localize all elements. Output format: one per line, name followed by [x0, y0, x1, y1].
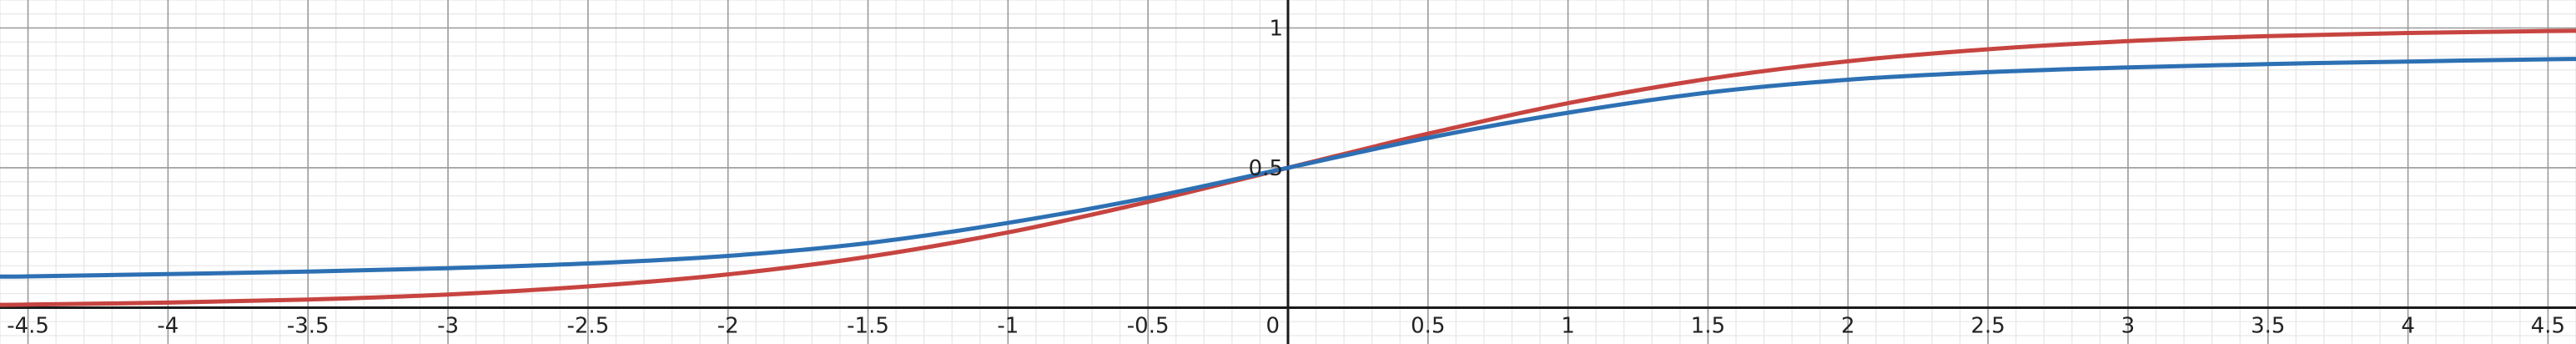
x-tick-label: -1 [997, 313, 1019, 338]
x-tick-label: 2 [1841, 313, 1855, 338]
x-tick-label: -2 [717, 313, 739, 338]
x-tick-label: 2.5 [1970, 313, 2005, 338]
y-tick-label: 1 [1269, 16, 1283, 41]
curve-series-2 [0, 57, 2576, 279]
x-tick-label: -2.5 [567, 313, 610, 338]
x-tick-label: -3 [437, 313, 459, 338]
x-tick-label: 4 [2401, 313, 2415, 338]
x-tick-label: 1.5 [1691, 313, 1725, 338]
x-tick-label: -3.5 [287, 313, 330, 338]
x-tick-label: 3 [2121, 313, 2136, 338]
x-tick-label: -4 [157, 313, 179, 338]
x-tick-label: 4.5 [2531, 313, 2565, 338]
x-tick-label: -4.5 [7, 313, 49, 338]
curves [0, 28, 2576, 307]
x-tick-label: 1 [1561, 313, 1575, 338]
x-tick-label: -1.5 [847, 313, 889, 338]
tick-labels: -4.5 -4 -3.5 -3 -2.5 -2 -1.5 -1 -0.5 0.5 1 1.5 2 2.5 3… [7, 16, 2565, 338]
x-tick-label: -0.5 [1127, 313, 1170, 338]
x-tick-label: 3.5 [2251, 313, 2285, 338]
origin-label: 0 [1265, 313, 1280, 338]
x-tick-label: 0.5 [1411, 313, 1445, 338]
y-tick-label: 0.5 [1249, 156, 1283, 181]
